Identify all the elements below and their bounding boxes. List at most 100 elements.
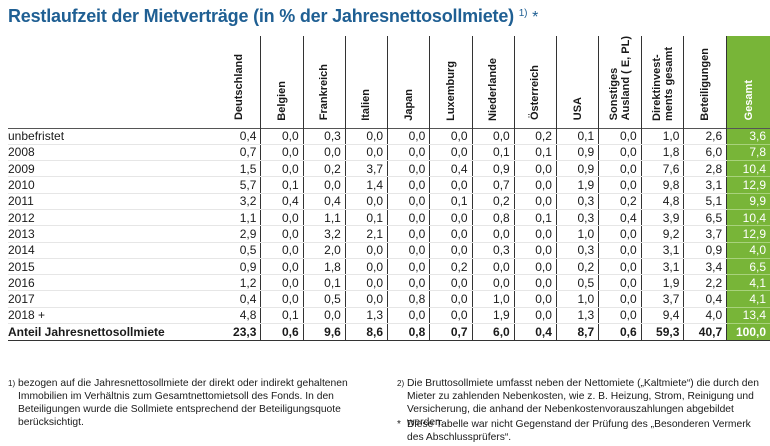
table-cell: 0,1 — [303, 274, 346, 292]
row-label: 2013 — [8, 225, 219, 243]
row-label: 2015 — [8, 258, 219, 276]
table-cell: 0,2 — [598, 193, 642, 210]
table-cell: 13,4 — [726, 307, 770, 325]
table-cell: 3,1 — [641, 242, 685, 259]
table-cell: 1,0 — [641, 127, 685, 145]
table-cell: 0,0 — [429, 290, 473, 308]
table-row: 2015 0,9 0,0 1,8 0,0 0,0 0,2 0,0 0,0 0,2 0,0 3,1 3,4… — [8, 258, 770, 276]
row-label: 2010 — [8, 176, 219, 194]
column-header-label: Belgien — [276, 80, 289, 121]
column-header: Gesamt — [726, 36, 770, 128]
footnote-3-marker: * — [397, 419, 401, 430]
table-cell: 0,8 — [387, 323, 431, 342]
table-cell: 12,9 — [726, 176, 770, 194]
table-cell: 1,1 — [218, 209, 262, 227]
table-cell: 0,4 — [514, 323, 557, 342]
table-cell: 0,3 — [303, 127, 346, 145]
table-cell: 0,6 — [260, 323, 304, 342]
table-cell: 0,0 — [303, 144, 346, 162]
table-cell: 0,0 — [260, 274, 304, 292]
column-header: Direktinvest-ments gesamt — [641, 36, 685, 128]
table-cell: 0,0 — [598, 225, 642, 243]
column-header-label: USA — [571, 97, 584, 121]
row-label: 2017 — [8, 290, 219, 308]
table-cell: 2,6 — [683, 127, 728, 145]
table-row: 2008 0,7 0,0 0,0 0,0 0,0 0,0 0,1 0,1 0,9 0,0 1,8 6,0… — [8, 144, 770, 162]
table-cell: 0,0 — [345, 127, 389, 145]
table-cell: 1,3 — [556, 307, 600, 325]
table-cell: 4,1 — [726, 290, 770, 308]
column-header: Sonstiges Ausland ( E, PL) — [598, 36, 642, 128]
column-header: Belgien — [260, 36, 304, 128]
table-cell: 0,0 — [387, 307, 431, 325]
column-header: Luxemburg — [429, 36, 473, 128]
column-header-label: Österreich — [529, 65, 542, 121]
table-cell: 0,9 — [556, 160, 600, 178]
table-cell: 1,2 — [218, 274, 262, 292]
table-cell: 9,6 — [303, 323, 346, 342]
table-cell: 9,9 — [726, 193, 770, 210]
table-cell: 1,4 — [345, 176, 389, 194]
row-label: 2014 — [8, 242, 219, 259]
table-cell: 9,2 — [641, 225, 685, 243]
table-row: 2009 1,5 0,0 0,2 3,7 0,0 0,4 0,9 0,0 0,9 0,0 7,6 2,8… — [8, 160, 770, 178]
table-cell: 0,0 — [514, 242, 557, 259]
table-cell: 4,1 — [726, 274, 770, 292]
table-cell: 0,0 — [387, 242, 431, 259]
table-cell: 0,0 — [387, 258, 431, 276]
table-cell: 9,8 — [641, 176, 685, 194]
column-header-label: Deutschland — [233, 54, 246, 121]
table-cell: 0,0 — [260, 225, 304, 243]
table-cell: 6,5 — [683, 209, 728, 227]
table-cell: 0,0 — [387, 274, 431, 292]
table-cell: 40,7 — [683, 323, 728, 342]
table-cell: 0,0 — [260, 242, 304, 259]
footnote-2-text: Die Bruttosollmiete umfasst neben der Ne… — [407, 378, 759, 428]
table-cell: 3,9 — [641, 209, 685, 227]
column-header: Deutschland — [218, 36, 262, 128]
table-cell: 0,2 — [514, 127, 557, 145]
table-row: 2018 +4,8 0,1 0,0 1,3 0,0 0,0 1,9 0,0 1,3 0,0 9,4 4… — [8, 307, 770, 325]
lease-term-table: Deutschland Belgien Frankreich Italien Japan… — [8, 36, 770, 342]
title-footnote-ref: 1) — [518, 8, 528, 19]
table-cell: 3,2 — [218, 193, 262, 210]
table-cell: 0,0 — [514, 274, 557, 292]
table-cell: 0,0 — [260, 290, 304, 308]
table-cell: 0,1 — [514, 209, 557, 227]
table-cell: 7,8 — [726, 144, 770, 162]
table-cell: 0,0 — [429, 176, 473, 194]
row-label: 2011 — [8, 193, 219, 210]
table-cell: 0,0 — [472, 225, 515, 243]
table-row: 2013 2,9 0,0 3,2 2,1 0,0 0,0 0,0 0,0 1,0 0,0 9,2 3,7… — [8, 225, 770, 243]
title-text: Restlaufzeit der Mietverträge (in % der … — [8, 6, 514, 26]
table-cell: 0,0 — [598, 176, 642, 194]
table-cell: 0,3 — [556, 242, 600, 259]
table-cell: 0,0 — [598, 258, 642, 276]
table-cell: 0,0 — [514, 225, 557, 243]
table-cell: 0,2 — [429, 258, 473, 276]
table-cell: 1,9 — [472, 307, 515, 325]
table-cell: 0,0 — [260, 144, 304, 162]
table-cell: 1,0 — [472, 290, 515, 308]
footnote-1-text: bezogen auf die Jahresnettosollmiete der… — [18, 378, 348, 428]
table-cell: 0,3 — [472, 242, 515, 259]
table-cell: 1,3 — [345, 307, 389, 325]
table-cell: 0,1 — [514, 144, 557, 162]
table-cell: 0,6 — [598, 323, 642, 342]
table-cell: 2,0 — [303, 242, 346, 259]
table-cell: 0,0 — [598, 127, 642, 145]
row-label: 2009 — [8, 160, 219, 178]
table-cell: 0,9 — [218, 258, 262, 276]
table-cell: 0,5 — [218, 242, 262, 259]
table-cell: 5,7 — [218, 176, 262, 194]
table-cell: 0,0 — [260, 258, 304, 276]
table-cell: 0,0 — [598, 290, 642, 308]
table-cell: 4,8 — [641, 193, 685, 210]
table-cell: 3,1 — [683, 176, 728, 194]
table-cell: 2,2 — [683, 274, 728, 292]
table-cell: 0,0 — [387, 160, 431, 178]
table-cell: 0,0 — [345, 242, 389, 259]
table-cell: 0,0 — [345, 144, 389, 162]
table-cell: 3,7 — [683, 225, 728, 243]
table-cell: 12,9 — [726, 225, 770, 243]
